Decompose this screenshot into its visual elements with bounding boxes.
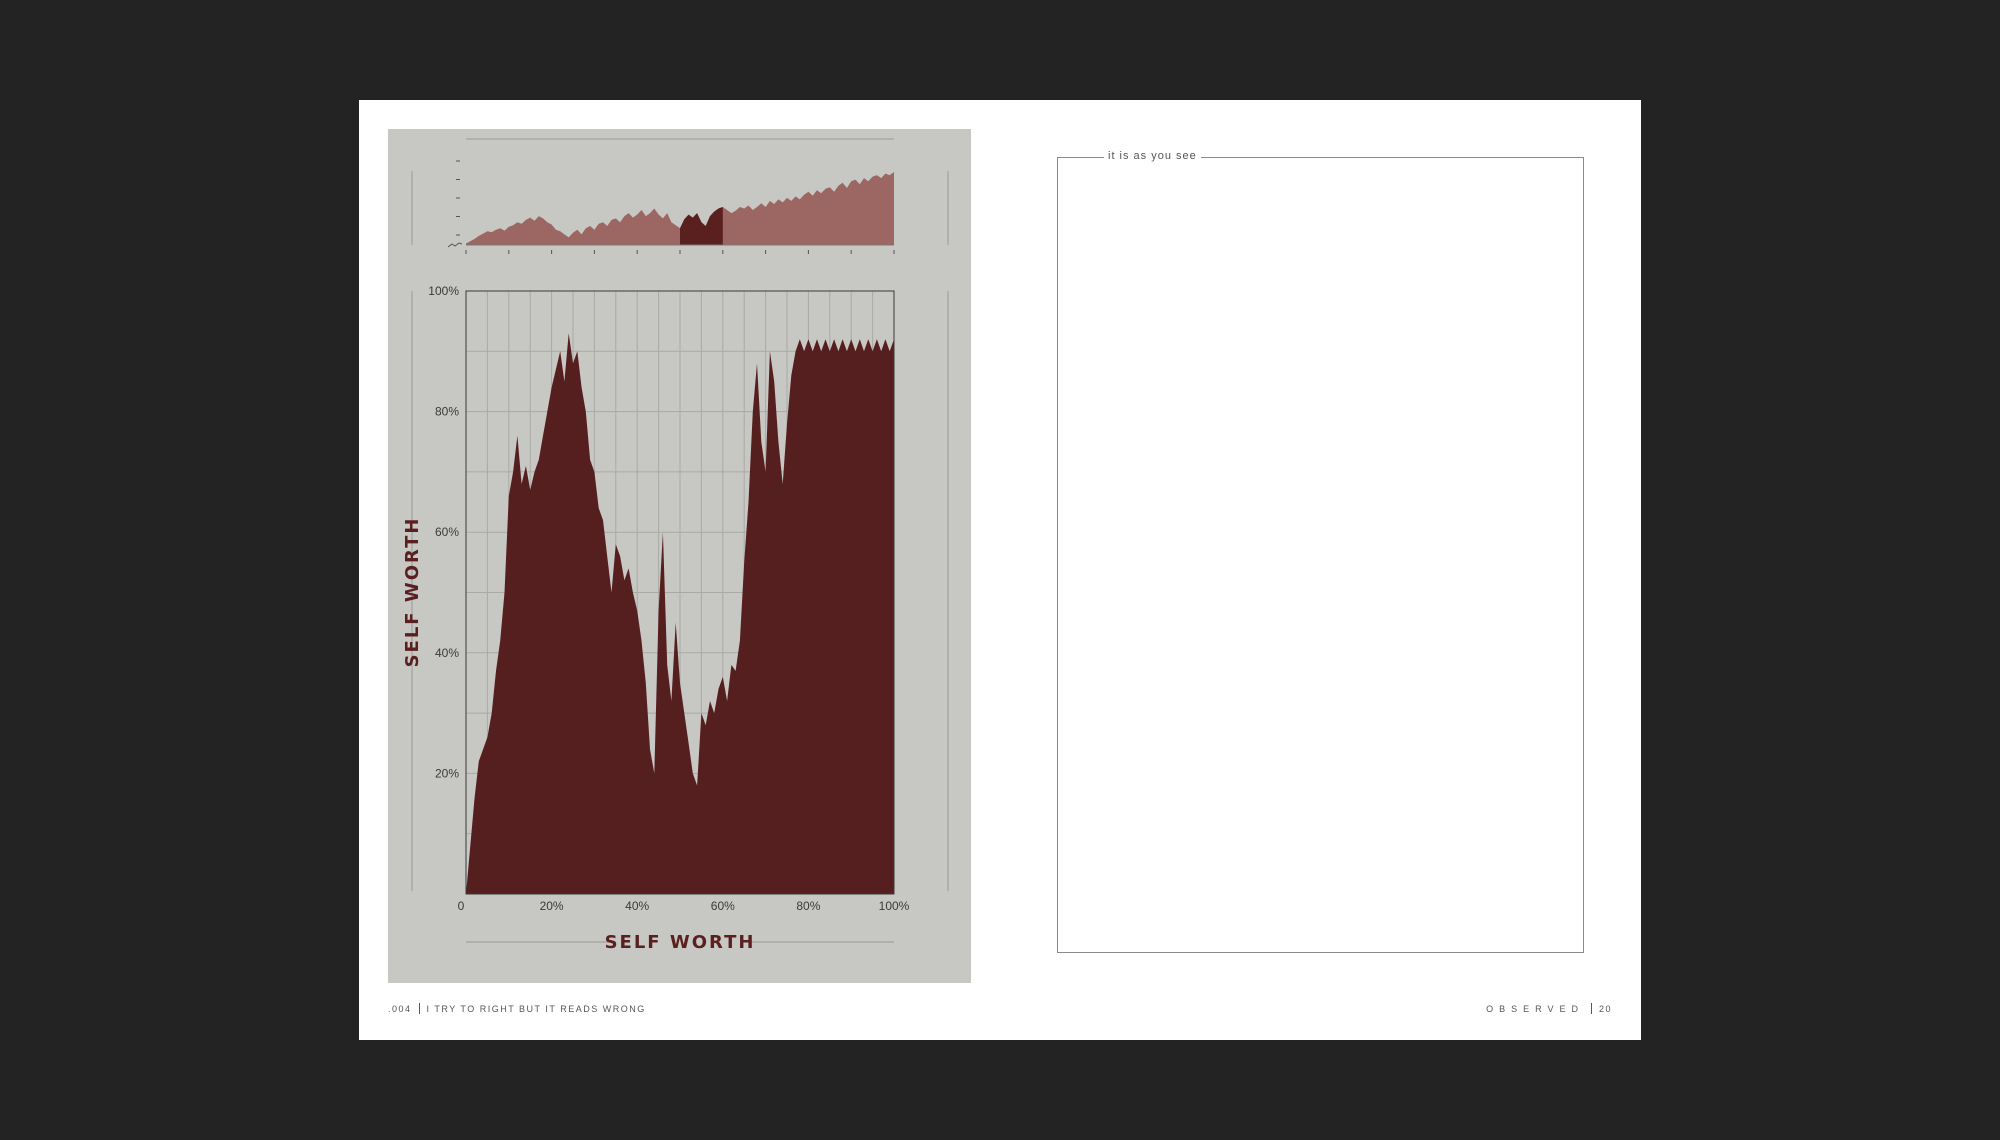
overview-area	[466, 172, 894, 245]
chart: 20% 40% 60% 80% 100% 0 20% 40% 60% 80% 100% SELF …	[402, 138, 949, 953]
x-tick-label: 20%	[540, 899, 564, 913]
overview-highlight	[680, 207, 723, 245]
page: 20% 40% 60% 80% 100% 0 20% 40% 60% 80% 100% SELF …	[359, 100, 1641, 1040]
page-number: 20	[1598, 1004, 1612, 1014]
y-tick-label: 80%	[435, 405, 459, 419]
chart-panel: 20% 40% 60% 80% 100% 0 20% 40% 60% 80% 100% SELF …	[388, 129, 971, 983]
main-y-tick-labels: 20% 40% 60% 80% 100%	[428, 284, 459, 780]
footer-brand: OBSERVED	[1486, 1004, 1584, 1014]
overview-x-ticks	[465, 250, 895, 254]
x-axis-title: SELF WORTH	[605, 932, 756, 953]
main-area	[466, 333, 894, 894]
x-tick-label: 0	[458, 899, 465, 913]
footer-separator	[418, 1003, 420, 1014]
x-tick-label: 40%	[625, 899, 649, 913]
overview-y-ticks	[456, 160, 460, 236]
image-frame: it is as you see	[1057, 150, 1584, 953]
x-tick-label: 60%	[711, 899, 735, 913]
x-tick-label: 80%	[796, 899, 820, 913]
main-chart: 20% 40% 60% 80% 100% 0 20% 40% 60% 80% 100% SELF …	[402, 284, 949, 953]
footer-right: OBSERVED 20	[1486, 1003, 1612, 1014]
footer-section-number: .004	[388, 1004, 412, 1014]
y-tick-label: 20%	[435, 766, 459, 780]
footer-separator	[1590, 1003, 1592, 1014]
y-tick-label: 60%	[435, 525, 459, 539]
y-axis-title: SELF WORTH	[402, 517, 423, 668]
footer-section-title: I TRY TO RIGHT BUT IT READS WRONG	[426, 1004, 646, 1014]
frame-label: it is as you see	[1104, 150, 1201, 162]
main-x-tick-labels: 0 20% 40% 60% 80% 100%	[458, 899, 910, 913]
axis-break-icon	[447, 242, 463, 248]
main-plot-frame	[465, 290, 895, 895]
y-tick-label: 100%	[428, 284, 459, 298]
y-tick-label: 40%	[435, 646, 459, 660]
overview-chart	[411, 138, 949, 254]
x-tick-label: 100%	[879, 899, 910, 913]
footer-left: .004 I TRY TO RIGHT BUT IT READS WRONG	[388, 1003, 646, 1014]
